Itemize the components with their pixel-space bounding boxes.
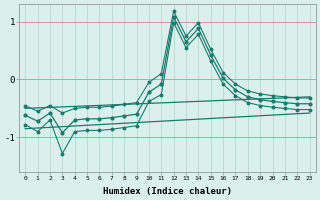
X-axis label: Humidex (Indice chaleur): Humidex (Indice chaleur)	[103, 187, 232, 196]
